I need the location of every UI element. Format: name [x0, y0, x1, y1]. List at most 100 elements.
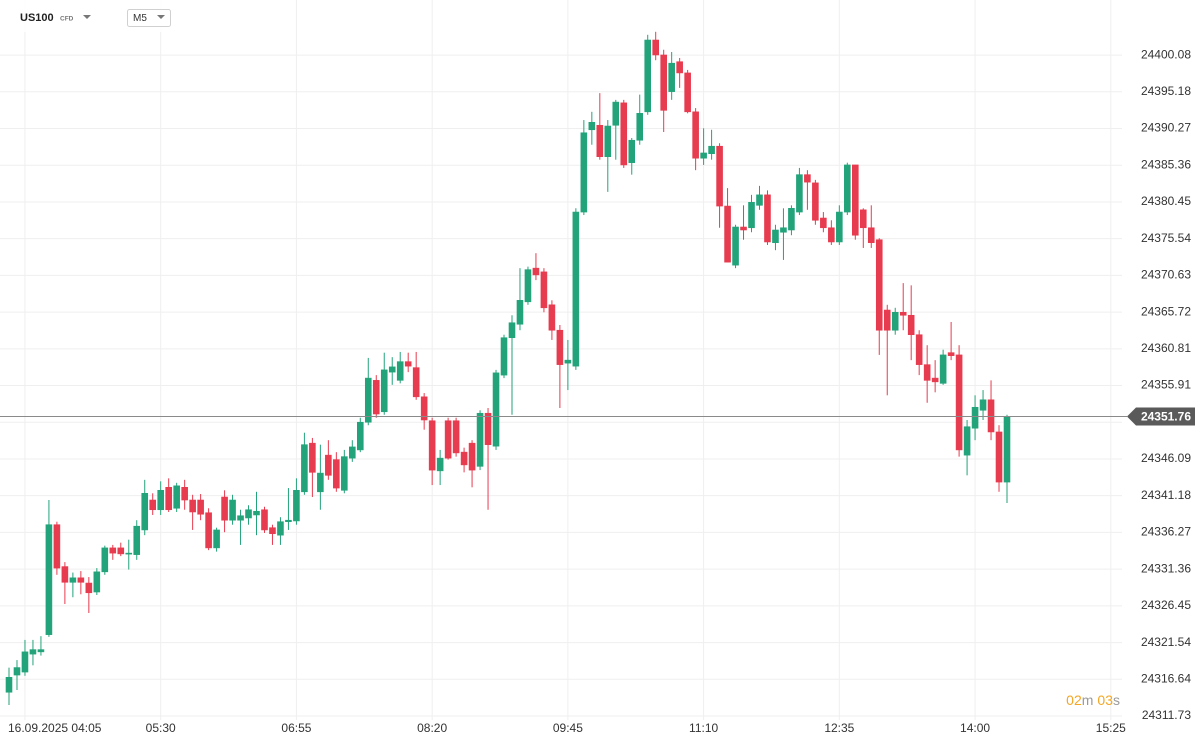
y-tick-label: 24311.73 [1142, 708, 1191, 722]
candle-body [125, 552, 133, 555]
candle-body [301, 444, 308, 493]
candle-body [500, 337, 508, 376]
candle-body [660, 54, 667, 111]
symbol-dropdown[interactable] [83, 15, 91, 19]
candle-body [764, 194, 771, 243]
candle-body [732, 226, 739, 266]
countdown-part: s [1113, 692, 1120, 708]
candle-body [788, 208, 795, 231]
candle-body [189, 499, 196, 513]
candle-body [987, 399, 995, 433]
candle-body [205, 512, 212, 549]
candle-body [748, 202, 755, 229]
x-tick-label: 16.09.2025 04:05 [8, 721, 102, 735]
candle-body [867, 227, 875, 244]
y-tick-label: 24321.54 [1141, 635, 1191, 649]
candle-layer [5, 31, 1011, 705]
candle-body [564, 359, 572, 364]
candle-body [828, 227, 835, 243]
candle-body [556, 329, 564, 365]
candle-body [915, 334, 923, 365]
candle-body [245, 509, 252, 519]
top-layer: 24351.76 02m 03s [0, 407, 1195, 708]
candle-body [13, 667, 21, 676]
candle-body [995, 431, 1003, 483]
candle-body [923, 364, 931, 381]
candle-body [588, 121, 596, 131]
timeframe-dropdown[interactable] [157, 15, 165, 19]
y-tick-label: 24341.18 [1141, 488, 1191, 502]
candle-body [604, 125, 612, 158]
grid-layer: 24400.08 24395.18 24390.27 24385.36 24380.45… [0, 0, 1191, 735]
y-tick-label: 24331.36 [1141, 561, 1191, 575]
price-label-box [1127, 407, 1195, 426]
candle-body [37, 649, 45, 653]
x-tick-label: 08:20 [417, 721, 447, 735]
candle-body [5, 676, 13, 693]
y-tick-label: 24380.45 [1141, 194, 1191, 208]
candle-body [1003, 416, 1011, 483]
candle-body [692, 111, 699, 159]
candle-body [508, 322, 516, 339]
timeframe-box[interactable] [127, 9, 171, 27]
y-tick-label: 24400.08 [1141, 47, 1191, 61]
candle-body [261, 509, 268, 531]
x-tick-label: 05:30 [146, 721, 176, 735]
y-tick-label: 24360.81 [1141, 341, 1191, 355]
x-tick-label: 11:10 [689, 721, 718, 735]
candle-body [293, 489, 300, 522]
candle-body [380, 369, 388, 413]
candle-body [341, 456, 348, 491]
candle-body [596, 124, 604, 158]
candle-body [844, 164, 851, 213]
y-tick-label: 24385.36 [1141, 157, 1191, 171]
candle-body [644, 39, 652, 113]
candle-body [955, 354, 963, 451]
candle-body [756, 194, 763, 206]
candle-body [285, 519, 292, 523]
candle-body [452, 420, 460, 454]
candle-body [700, 152, 707, 159]
candle-body [652, 39, 660, 56]
candle-body [428, 420, 436, 471]
candle-body [796, 174, 803, 213]
y-tick-label: 24326.45 [1141, 598, 1191, 612]
candle-body [349, 446, 356, 459]
candle-body [780, 227, 787, 233]
candle-body [708, 145, 715, 155]
candle-body [740, 226, 747, 231]
candle-body [173, 485, 180, 509]
candle-body [396, 361, 404, 381]
symbol-type: CFD [60, 16, 74, 23]
candle-body [716, 145, 723, 207]
candle-body [620, 102, 628, 166]
candle-body [277, 521, 284, 536]
countdown-part: 03 [1097, 692, 1113, 708]
candle-body [317, 472, 324, 493]
candle-body [971, 406, 979, 429]
candle-body [181, 487, 188, 501]
candle-body [724, 205, 731, 263]
candle-body [141, 492, 149, 531]
candle-body [444, 420, 452, 459]
candle-body [149, 499, 157, 511]
timeframe[interactable]: M5 [133, 13, 147, 24]
candle-body [77, 577, 85, 583]
candle-body [476, 412, 484, 467]
candle-body [372, 380, 380, 415]
candle-body [468, 442, 476, 471]
countdown-part: 02 [1066, 692, 1082, 708]
candle-body [484, 412, 492, 445]
candle-body [404, 361, 412, 367]
candle-body [61, 566, 69, 583]
candle-body [636, 113, 644, 141]
candle-body [891, 311, 899, 331]
candle-body [836, 211, 843, 243]
candle-body [572, 211, 580, 367]
y-tick-label: 24370.63 [1141, 268, 1191, 282]
y-tick-label: 24375.54 [1141, 231, 1191, 245]
candle-body [101, 547, 109, 573]
symbol[interactable]: US100 [20, 12, 54, 24]
countdown-part: m [1082, 692, 1094, 708]
